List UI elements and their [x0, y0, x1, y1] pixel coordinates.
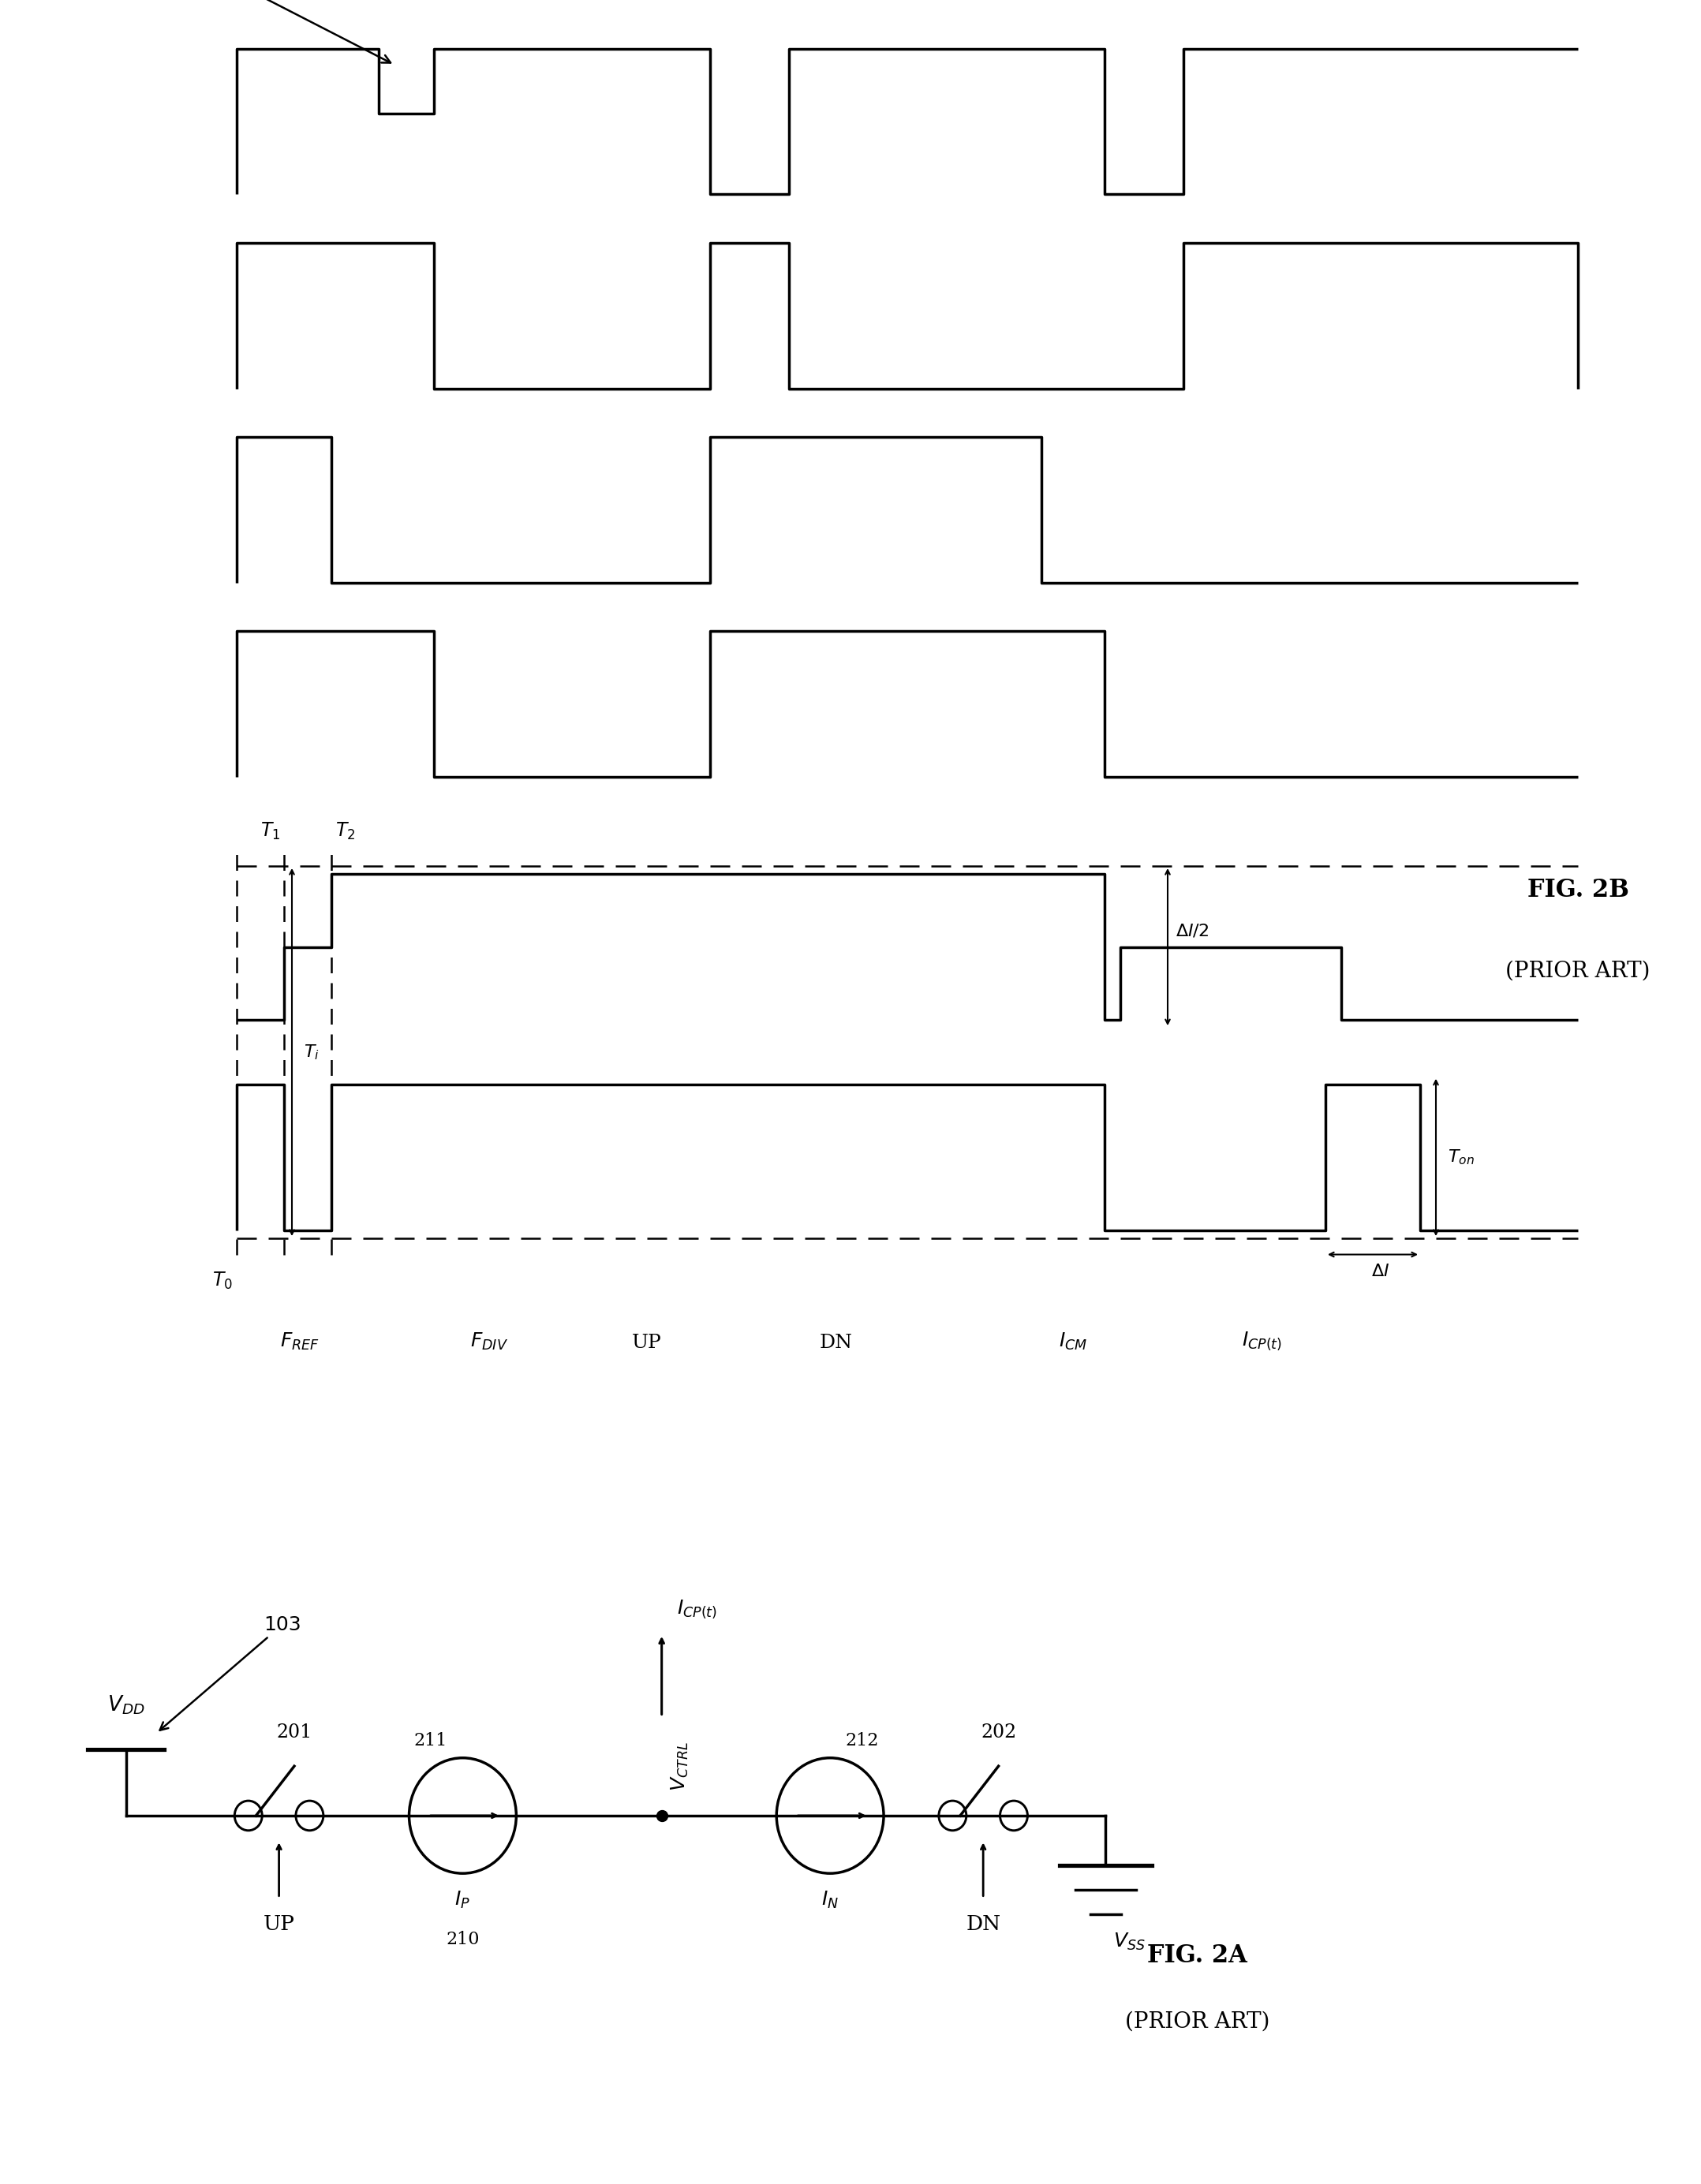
- Text: 212: 212: [845, 1732, 879, 1749]
- Text: $V_{SS}$: $V_{SS}$: [1114, 1931, 1145, 1952]
- Text: $I_P$: $I_P$: [454, 1889, 471, 1911]
- Text: $T_1$: $T_1$: [260, 821, 281, 841]
- Text: $F_{DIV}$: $F_{DIV}$: [469, 1330, 509, 1352]
- Text: 211: 211: [413, 1732, 447, 1749]
- Text: $I_{CP(t)}$: $I_{CP(t)}$: [1242, 1330, 1283, 1352]
- Text: $V_{CTRL}$: $V_{CTRL}$: [670, 1741, 691, 1791]
- Text: $F_{REF}$: $F_{REF}$: [281, 1330, 320, 1352]
- Text: 220: 220: [134, 0, 391, 63]
- Text: DN: DN: [966, 1915, 1000, 1935]
- Text: 210: 210: [446, 1931, 480, 1948]
- Text: FIG. 2A: FIG. 2A: [1148, 1944, 1247, 1968]
- Text: $V_{DD}$: $V_{DD}$: [107, 1695, 145, 1717]
- Text: $T_0$: $T_0$: [213, 1271, 233, 1291]
- Text: $T_i$: $T_i$: [304, 1044, 320, 1061]
- Text: $\Delta I$: $\Delta I$: [1371, 1262, 1390, 1280]
- Text: $\Delta I/2$: $\Delta I/2$: [1175, 922, 1209, 939]
- Text: $T_{on}$: $T_{on}$: [1448, 1149, 1475, 1166]
- Text: UP: UP: [264, 1915, 294, 1935]
- Text: $I_N$: $I_N$: [822, 1889, 839, 1911]
- Text: UP: UP: [633, 1334, 662, 1352]
- Text: (PRIOR ART): (PRIOR ART): [1505, 961, 1650, 983]
- Text: DN: DN: [820, 1334, 852, 1352]
- Text: $T_2$: $T_2$: [335, 821, 356, 841]
- Text: FIG. 2B: FIG. 2B: [1527, 878, 1630, 902]
- Text: 103: 103: [160, 1616, 301, 1730]
- Text: 202: 202: [981, 1723, 1015, 1741]
- Text: $I_{CM}$: $I_{CM}$: [1058, 1330, 1087, 1352]
- Text: 201: 201: [277, 1723, 311, 1741]
- Text: (PRIOR ART): (PRIOR ART): [1124, 2011, 1271, 2033]
- Text: $I_{CP(t)}$: $I_{CP(t)}$: [677, 1599, 718, 1621]
